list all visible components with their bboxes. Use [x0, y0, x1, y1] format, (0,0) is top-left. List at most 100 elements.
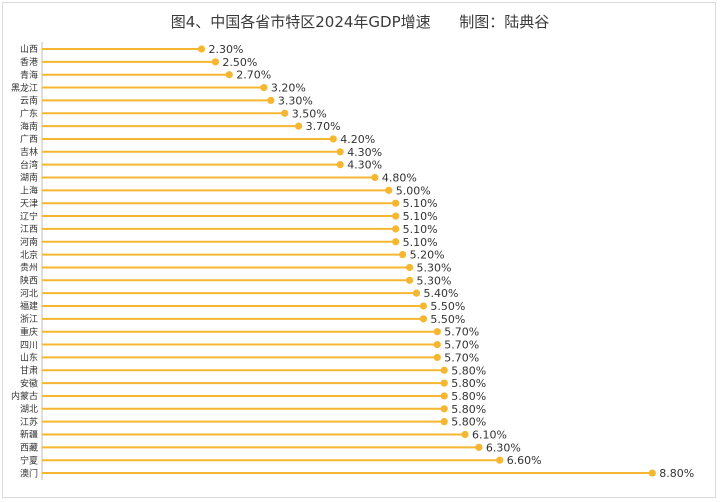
chart-frame: 图4、中国各省市特区2024年GDP增速 制图：陆典谷 — [2, 2, 716, 498]
category-label: 青海 — [20, 69, 38, 81]
data-label: 8.80% — [659, 467, 694, 480]
data-label: 5.70% — [444, 326, 479, 339]
bar-endpoint-dot — [433, 328, 441, 336]
bar-endpoint-dot — [433, 353, 441, 361]
data-label: 3.20% — [271, 82, 306, 95]
bar-endpoint-dot — [475, 443, 483, 451]
category-label: 山西 — [20, 44, 38, 55]
bar-endpoint-dot — [336, 161, 344, 169]
bar-endpoint-dot — [440, 392, 448, 400]
category-label: 辽宁 — [20, 210, 38, 222]
bar-endpoint-dot — [440, 405, 448, 413]
category-label: 贵州 — [20, 262, 38, 274]
data-label: 3.50% — [292, 107, 327, 120]
data-label: 5.00% — [396, 184, 431, 197]
data-label: 4.80% — [382, 172, 417, 185]
data-label: 5.10% — [403, 210, 438, 223]
data-label: 5.80% — [451, 403, 486, 416]
bar-endpoint-dot — [392, 212, 400, 220]
data-label: 3.70% — [306, 120, 341, 133]
data-label: 6.60% — [507, 454, 542, 467]
data-label: 5.10% — [403, 223, 438, 236]
category-label: 湖南 — [20, 172, 38, 184]
bar-endpoint-dot — [399, 251, 407, 259]
chart-title: 图4、中国各省市特区2024年GDP增速 制图：陆典谷 — [170, 13, 550, 31]
data-label: 5.30% — [417, 261, 452, 274]
category-label: 海南 — [20, 120, 38, 132]
bar-endpoint-dot — [385, 186, 393, 194]
data-label: 5.30% — [417, 274, 452, 287]
data-label: 4.20% — [340, 133, 375, 146]
data-label: 5.10% — [403, 236, 438, 249]
category-label: 重庆 — [20, 326, 38, 338]
bar-endpoint-dot — [392, 199, 400, 207]
category-label: 云南 — [20, 95, 38, 107]
bar-endpoint-dot — [336, 148, 344, 156]
category-label: 江苏 — [20, 416, 38, 428]
category-label: 新疆 — [20, 429, 38, 441]
data-label: 6.10% — [472, 429, 507, 442]
bar-endpoint-dot — [197, 45, 206, 53]
bar-endpoint-dot — [371, 173, 379, 182]
bar-endpoint-dot — [329, 135, 337, 143]
chart-marks: 山西 2.30% 香港 2.50% 青海 2.70% 黑龙江 3.20% 云南 3.30% 广东 3.… — [11, 42, 694, 481]
data-label: 5.80% — [451, 416, 486, 429]
bar-endpoint-dot — [461, 430, 469, 439]
category-label: 甘肃 — [20, 364, 38, 376]
category-label: 江西 — [20, 224, 38, 235]
category-label: 河南 — [20, 236, 38, 248]
bar-endpoint-dot — [405, 263, 414, 272]
category-label: 澳门 — [20, 467, 38, 479]
data-label: 5.70% — [444, 339, 479, 352]
bar-endpoint-dot — [419, 302, 428, 310]
category-label: 广东 — [20, 107, 38, 119]
category-label: 北京 — [20, 249, 38, 261]
data-label: 2.70% — [236, 69, 271, 82]
data-label: 3.30% — [278, 94, 313, 107]
category-label: 台湾 — [20, 159, 38, 171]
bar-endpoint-dot — [211, 58, 219, 66]
bar-endpoint-dot — [281, 109, 289, 117]
category-label: 吉林 — [20, 146, 38, 158]
data-label: 5.50% — [430, 300, 465, 313]
data-label: 4.30% — [347, 159, 382, 172]
category-label: 浙江 — [20, 313, 38, 325]
category-label: 四川 — [20, 341, 38, 351]
data-label: 5.80% — [451, 390, 486, 403]
bar-endpoint-dot — [419, 315, 428, 323]
data-label: 6.30% — [486, 441, 521, 454]
bar-endpoint-dot — [392, 225, 400, 233]
category-label: 香港 — [20, 56, 38, 68]
category-label: 安徽 — [20, 377, 38, 389]
data-label: 5.80% — [451, 364, 486, 377]
category-label: 宁夏 — [20, 454, 38, 466]
bar-endpoint-dot — [267, 96, 275, 104]
data-label: 5.50% — [430, 313, 465, 326]
category-label: 河北 — [20, 287, 38, 299]
bar-endpoint-dot — [294, 122, 303, 130]
bar-endpoint-dot — [496, 456, 504, 464]
category-label: 湖北 — [20, 404, 38, 415]
category-label: 天津 — [20, 198, 38, 209]
category-label: 福建 — [20, 300, 38, 312]
data-label: 4.30% — [347, 146, 382, 159]
category-label: 陕西 — [20, 275, 38, 287]
category-label: 黑龙江 — [11, 82, 38, 94]
bar-endpoint-dot — [440, 418, 448, 426]
bar-endpoint-dot — [440, 366, 448, 374]
bar-endpoint-dot — [260, 83, 268, 92]
data-label: 5.80% — [451, 377, 486, 390]
category-label: 广西 — [20, 133, 38, 145]
bar-endpoint-dot — [392, 238, 400, 246]
bar-endpoint-dot — [648, 469, 656, 477]
bar-endpoint-dot — [433, 340, 441, 349]
category-label: 西藏 — [20, 442, 38, 454]
category-label: 内蒙古 — [11, 390, 38, 402]
category-label: 上海 — [20, 185, 38, 197]
data-label: 2.50% — [222, 56, 257, 69]
bar-endpoint-dot — [405, 276, 414, 284]
data-label: 5.20% — [410, 249, 445, 262]
bar-endpoint-dot — [412, 289, 421, 297]
data-label: 5.10% — [403, 197, 438, 210]
